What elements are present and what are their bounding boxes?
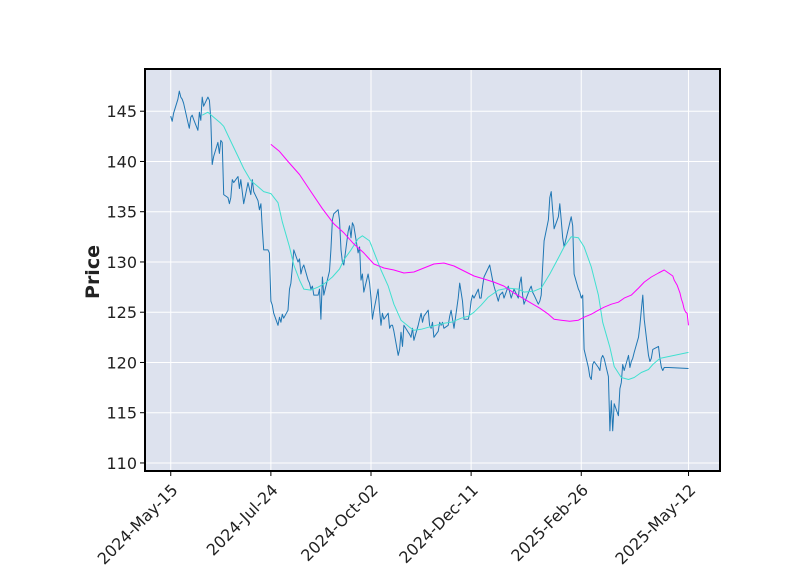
- x-tick-label: 2024-Oct-02: [297, 480, 382, 565]
- y-tick-label: 135: [106, 203, 137, 222]
- plot-frame: [144, 68, 721, 472]
- x-axis: 2024-May-15 2024-Jul-24 2024-Oct-02 2024-De…: [94, 471, 699, 568]
- y-axis-label: Price: [82, 245, 104, 299]
- y-tick-label: 125: [106, 303, 137, 322]
- x-tick-label: 2025-May-12: [611, 480, 699, 568]
- y-tick-label: 130: [106, 253, 137, 272]
- y-tick-label: 115: [106, 404, 137, 423]
- y-tick-label: 120: [106, 353, 137, 372]
- grid-layer: [145, 69, 720, 471]
- series-layer: [170, 90, 689, 432]
- x-tick-label: 2024-May-15: [94, 480, 182, 568]
- y-tick-label: 110: [106, 454, 137, 473]
- y-axis: 110 115 120 125 130 135 140 145: [106, 102, 145, 473]
- y-tick-label: 145: [106, 102, 137, 121]
- plot-background: [145, 69, 720, 471]
- x-tick-label: 2024-Dec-11: [395, 480, 482, 567]
- series-line-1: [170, 90, 689, 432]
- series-line-2: [201, 111, 689, 380]
- y-tick-label: 140: [106, 152, 137, 171]
- series-line-3: [270, 144, 689, 326]
- x-tick-label: 2024-Jul-24: [203, 480, 282, 559]
- x-tick-label: 2025-Feb-26: [507, 480, 592, 565]
